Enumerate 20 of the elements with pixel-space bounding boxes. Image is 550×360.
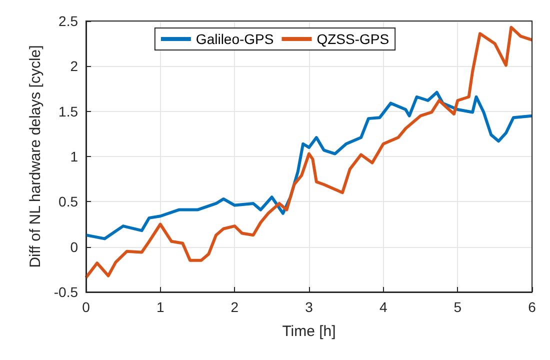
y-tick-label: 2.5 — [58, 13, 78, 29]
x-tick-label: 2 — [230, 299, 239, 315]
y-tick-label: 1.5 — [58, 103, 78, 120]
y-tick-label: -0.5 — [54, 284, 78, 300]
x-axis-title: Time [h] — [282, 323, 336, 340]
legend-label: QZSS-GPS — [316, 31, 390, 47]
y-tick-label: 0 — [70, 238, 78, 255]
x-tick-label: 5 — [454, 299, 462, 315]
y-axis-title: Diff of NL hardware delays [cycle] — [26, 45, 44, 268]
x-tick-label: 4 — [379, 299, 388, 315]
line-series — [84, 26, 534, 280]
y-tick-label: 0.5 — [58, 194, 78, 210]
legend-label: Galileo-GPS — [196, 31, 274, 47]
y-tick-label: 1 — [70, 148, 78, 164]
y-tick-label: 2 — [70, 58, 78, 74]
x-tick-label: 3 — [305, 299, 314, 315]
line-series — [84, 90, 534, 240]
x-tick-label: 0 — [82, 299, 90, 315]
x-tick-label: 1 — [156, 299, 164, 315]
x-tick-label: 6 — [528, 299, 536, 315]
